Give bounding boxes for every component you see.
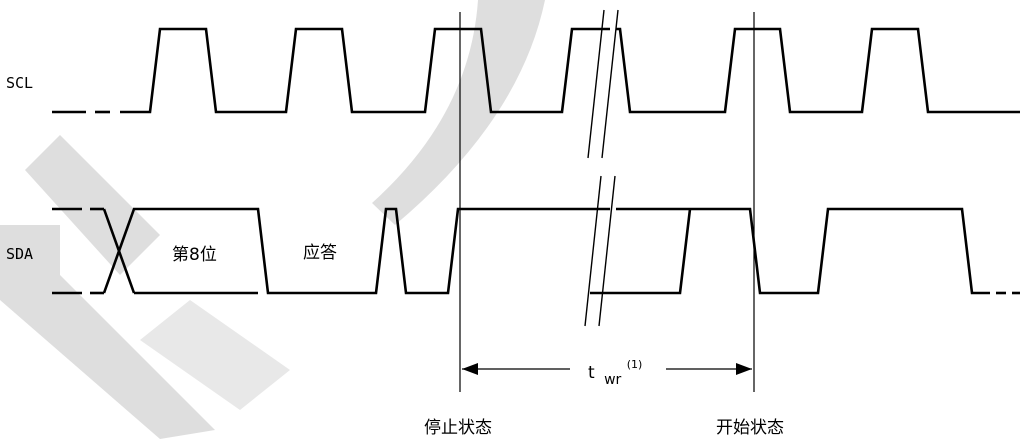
bit8-label: 第8位 bbox=[172, 245, 217, 265]
break-mark-sda-2 bbox=[598, 175, 616, 327]
scl-label: SCL bbox=[6, 74, 33, 92]
twr-main: t bbox=[588, 363, 595, 383]
break-mark-scl-2 bbox=[601, 9, 619, 159]
twr-arrow bbox=[462, 363, 752, 375]
break-mark-scl-1 bbox=[587, 9, 605, 159]
sda-label: SDA bbox=[6, 245, 33, 263]
stop-condition-label: 停止状态 bbox=[424, 418, 492, 438]
scl-trace-1 bbox=[120, 27, 610, 114]
sda-waveform bbox=[52, 207, 1020, 295]
scl-trace-2 bbox=[616, 27, 1020, 114]
break-mark-sda-1 bbox=[584, 175, 602, 327]
sda-high-after-break bbox=[616, 207, 990, 295]
scl-waveform bbox=[52, 27, 1020, 114]
twr-sub: wr bbox=[604, 372, 621, 388]
twr-arrow-left-head bbox=[462, 363, 478, 375]
sda-rise-mid bbox=[590, 208, 692, 295]
twr-arrow-right-head bbox=[736, 363, 752, 375]
time-break-marks bbox=[584, 9, 619, 327]
twr-label: t wr (1) bbox=[588, 358, 642, 389]
sda-bit8-cross bbox=[102, 207, 610, 295]
watermark bbox=[0, 0, 545, 439]
start-condition-label: 开始状态 bbox=[716, 418, 784, 438]
twr-note: (1) bbox=[627, 358, 643, 371]
ack-label: 应答 bbox=[303, 243, 337, 263]
